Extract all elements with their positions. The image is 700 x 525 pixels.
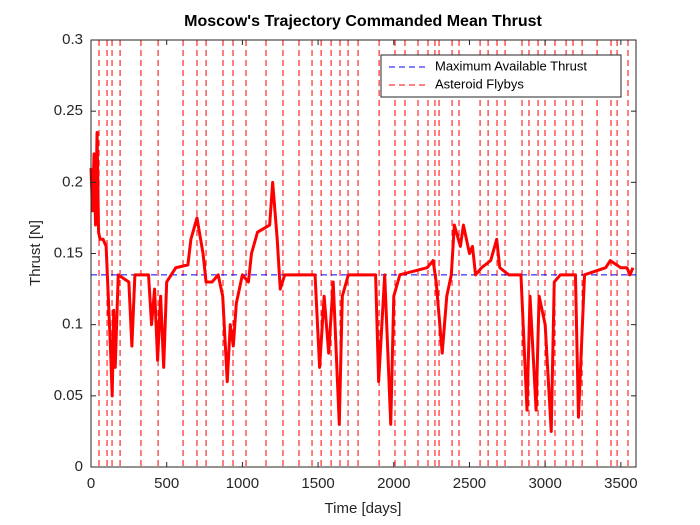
y-tick-label: 0.2 [62, 173, 83, 190]
legend-box [380, 54, 622, 98]
y-tick-label: 0.25 [54, 102, 83, 119]
y-tick-label: 0.3 [62, 31, 83, 48]
y-tick-label: 0 [75, 458, 83, 475]
y-axis-label: Thrust [N] [27, 220, 44, 286]
x-tick-label: 2500 [453, 475, 486, 492]
chart-title: Moscow's Trajectory Commanded Mean Thrus… [184, 13, 542, 30]
y-tick-label: 0.15 [54, 244, 83, 261]
x-tick-label: 1500 [301, 475, 334, 492]
x-tick-label: 1000 [226, 475, 259, 492]
legend: Maximum Available Thrust Asteroid Flybys [380, 54, 622, 98]
legend-label: Maximum Available Thrust [435, 58, 587, 73]
x-tick-label: 3000 [528, 475, 561, 492]
x-axis-label: Time [days] [325, 500, 402, 517]
plot-area [91, 40, 636, 467]
y-tick-label: 0.1 [62, 316, 83, 333]
legend-label: Asteroid Flybys [435, 76, 524, 91]
x-tick-label: 500 [154, 475, 179, 492]
x-tick-label: 2000 [377, 475, 410, 492]
thrust-line [89, 131, 635, 433]
x-tick-label: 0 [87, 475, 95, 492]
x-tick-label: 3500 [604, 475, 637, 492]
y-tick-label: 0.05 [54, 387, 83, 404]
